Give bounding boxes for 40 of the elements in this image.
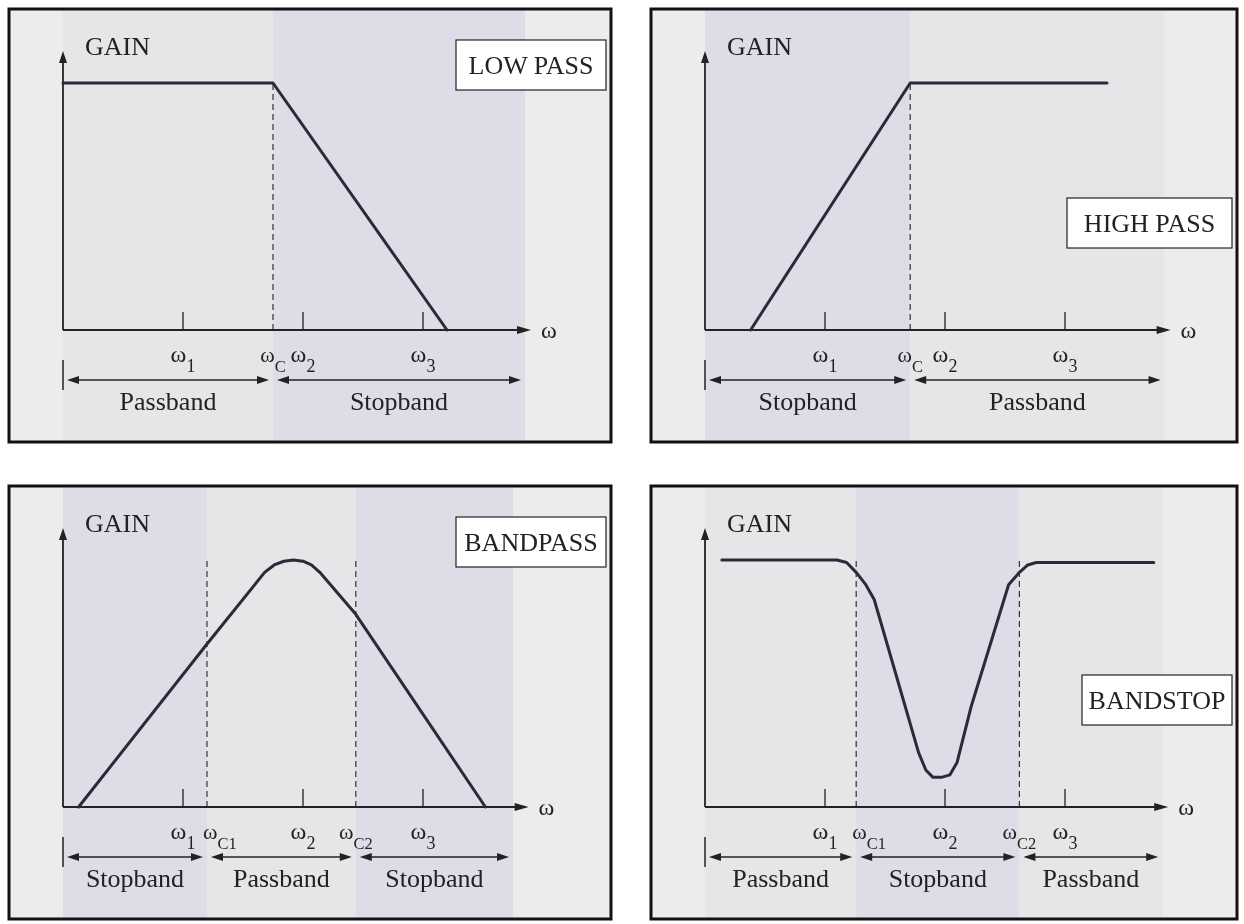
band-label: Stopband (349, 387, 449, 416)
ref-line-label: ω$_{C}$ (897, 342, 923, 376)
band-label: Passband (989, 387, 1086, 416)
x-tick-label: ω$_{2}$ (932, 818, 958, 853)
ref-line-label: ω$_{C1}$ (203, 819, 237, 853)
band-label: Passband (119, 387, 217, 416)
x-tick-label: ω$_{3}$ (410, 818, 436, 853)
x-axis-title: ω (541, 317, 557, 343)
text: BANDSTOP (1088, 686, 1226, 715)
x-tick-label: ω$_{1}$ (812, 341, 838, 376)
band-label: Stopband (758, 387, 857, 416)
x-tick-label: ω$_{1}$ (170, 341, 196, 376)
x-tick-label: ω$_{2}$ (932, 341, 958, 376)
ref-line-label: ω$_{C1}$ (852, 819, 886, 853)
band-label: Stopband (385, 864, 484, 893)
text: HIGH PASS (1083, 209, 1216, 238)
y-axis-title: GAIN (85, 32, 151, 61)
ref-line-label: ω$_{C2}$ (1002, 819, 1037, 853)
x-axis-title: ω (1178, 794, 1194, 820)
chart-title: BANDPASS (464, 528, 598, 557)
band-label: Passband (732, 864, 829, 893)
x-axis-title: ω (538, 794, 555, 820)
band-label: Stopband (85, 864, 185, 893)
x-tick-label: ω$_{3}$ (1052, 818, 1078, 853)
x-tick-label: ω$_{2}$ (290, 341, 316, 376)
x-tick-label: ω$_{1}$ (812, 818, 838, 853)
x-tick-label: ω$_{2}$ (290, 818, 316, 853)
x-axis-title: ω (1180, 317, 1197, 343)
ref-line-label: ω$_{C2}$ (338, 819, 373, 853)
y-axis-title: GAIN (727, 32, 793, 61)
x-tick-label: ω$_{1}$ (170, 818, 196, 853)
y-axis-title: GAIN (727, 509, 793, 538)
chart-title: LOW PASS (468, 51, 594, 80)
x-tick-label: ω$_{3}$ (410, 341, 436, 376)
band-label: Passband (233, 864, 330, 893)
ref-line-label: ω$_{C}$ (260, 342, 286, 376)
band-label: Passband (1042, 864, 1140, 893)
band-label: Stopband (888, 864, 987, 893)
x-tick-label: ω$_{3}$ (1052, 341, 1078, 376)
y-axis-title: GAIN (85, 509, 151, 538)
